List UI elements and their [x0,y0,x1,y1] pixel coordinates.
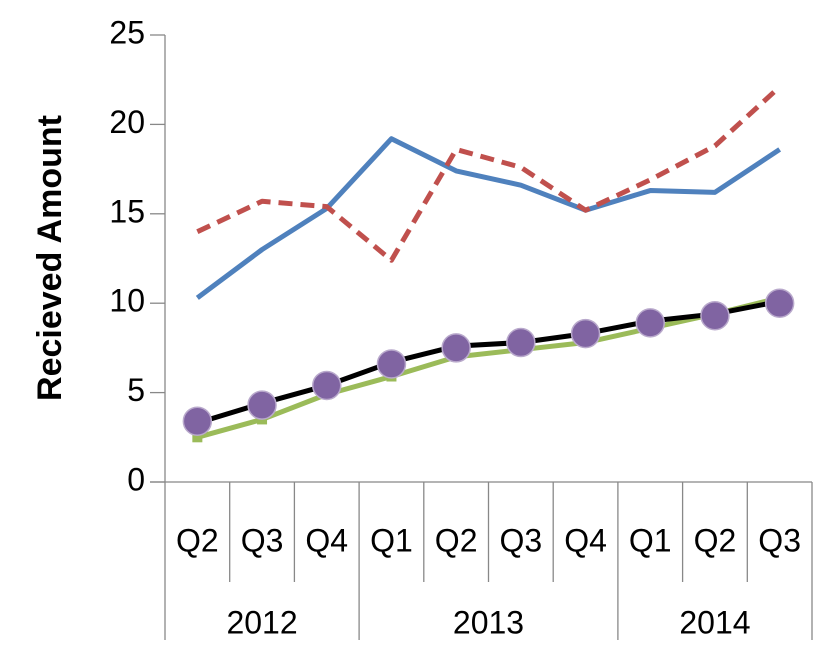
y-tick-label: 10 [109,283,145,319]
marker [376,349,407,379]
x-tick-label: Q1 [629,522,672,558]
marker [635,308,665,338]
x-tick-label: Q3 [500,522,543,558]
y-tick-label: 25 [109,14,145,50]
group-label: 2013 [453,604,524,640]
y-tick-label: 5 [127,372,145,408]
marker [247,390,277,420]
marker [312,370,342,401]
x-tick-label: Q4 [564,522,607,558]
series-line [196,85,782,263]
series-line [196,295,781,440]
marker [700,300,730,331]
marker [441,333,471,363]
series-line [195,136,782,300]
series-line [196,298,781,426]
group-label: 2012 [226,604,297,640]
marker [764,288,795,318]
x-tick-label: Q2 [694,522,737,558]
x-tick-label: Q2 [176,522,219,558]
x-tick-label: Q3 [241,522,284,558]
x-tick-label: Q4 [305,522,348,558]
x-tick-label: Q1 [370,522,413,558]
marker [570,318,601,349]
y-tick-label: 15 [109,193,145,229]
x-tick-label: Q3 [758,522,801,558]
marker [192,432,203,443]
group-label: 2014 [679,604,750,640]
y-axis-label: Recieved Amount [31,115,69,401]
y-tick-label: 20 [109,104,145,140]
marker [506,327,536,358]
y-tick-label: 0 [127,461,145,497]
marker [182,406,213,436]
x-tick-label: Q2 [435,522,478,558]
